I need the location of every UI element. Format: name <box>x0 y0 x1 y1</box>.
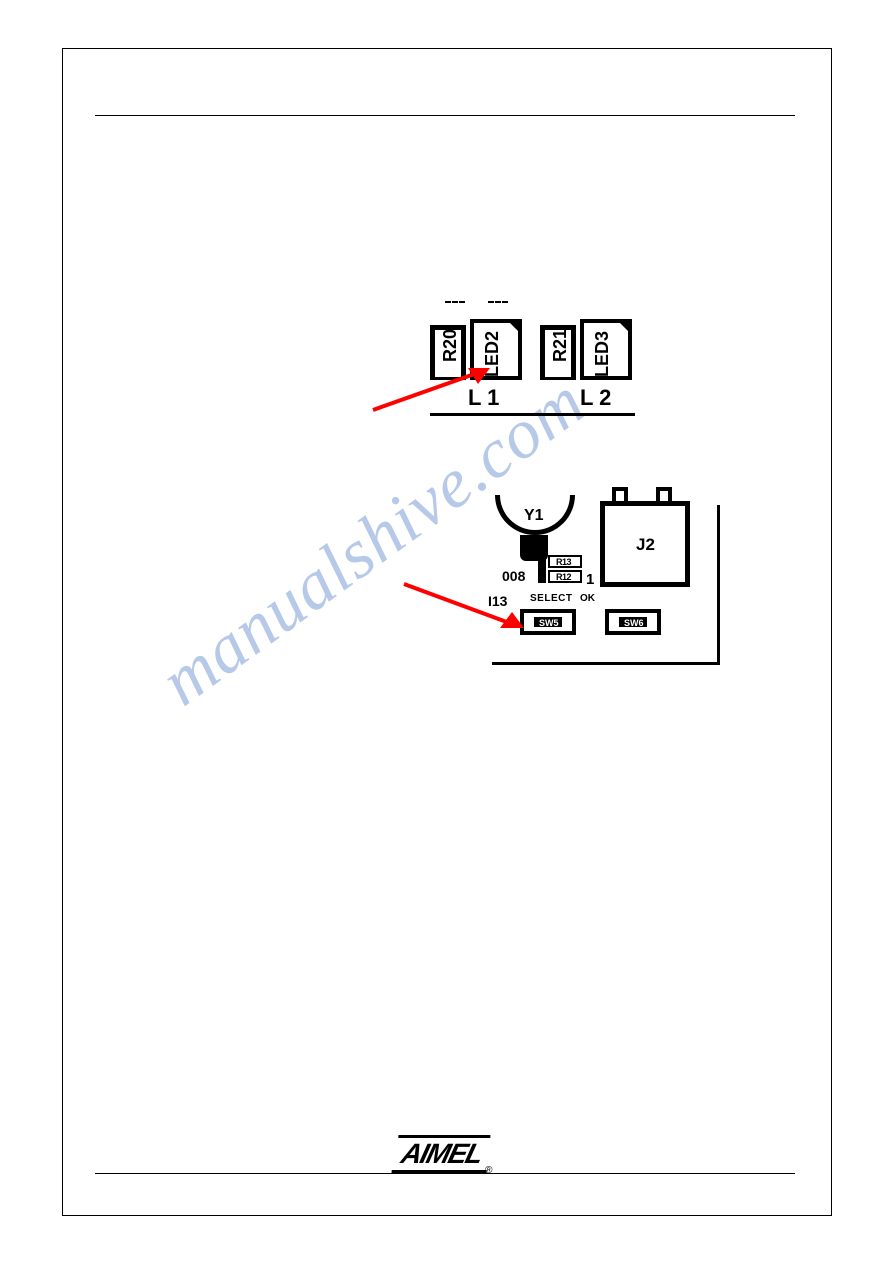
rule-bottom <box>95 1173 795 1174</box>
label-r20: R20 <box>440 329 461 362</box>
label-pin1: 1 <box>586 571 594 588</box>
rule-top <box>95 115 795 116</box>
logo-text: AIMEL <box>394 1138 490 1170</box>
label-led2: LED2 <box>482 331 503 377</box>
label-r12: R12 <box>556 572 571 582</box>
label-i13: I13 <box>488 593 507 609</box>
silk-l2: L 2 <box>580 385 611 411</box>
switch-sw5: SW5 <box>520 609 576 635</box>
baseline <box>430 413 635 416</box>
j2-tab1 <box>612 487 628 501</box>
silk-l1: L 1 <box>468 385 499 411</box>
label-sw5: SW5 <box>539 618 559 628</box>
led2-notch <box>506 319 522 335</box>
stub-b <box>488 301 508 303</box>
stub-a <box>445 301 465 303</box>
label-j2: J2 <box>636 535 655 555</box>
label-008: 008 <box>502 568 525 584</box>
logo-registered: ® <box>485 1165 492 1176</box>
label-select: SELECT <box>530 593 572 604</box>
j2-tab2 <box>656 487 672 501</box>
figure-leds: R20 LED2 R21 LED3 L 1 L 2 <box>380 325 660 440</box>
label-r21: R21 <box>550 329 571 362</box>
r-cap <box>538 555 546 583</box>
atmel-logo: AIMEL® <box>380 1138 510 1170</box>
label-led3: LED3 <box>592 331 613 377</box>
figure-switches: Y1 J2 1 008 R13 R12 I13 SELECT OK SW5 SW… <box>460 505 720 685</box>
label-sw6: SW6 <box>624 618 644 628</box>
label-y1: Y1 <box>524 507 544 525</box>
led3-notch <box>616 319 632 335</box>
label-ok: OK <box>580 593 595 604</box>
label-r13: R13 <box>556 557 571 567</box>
switch-sw6: SW6 <box>605 609 661 635</box>
